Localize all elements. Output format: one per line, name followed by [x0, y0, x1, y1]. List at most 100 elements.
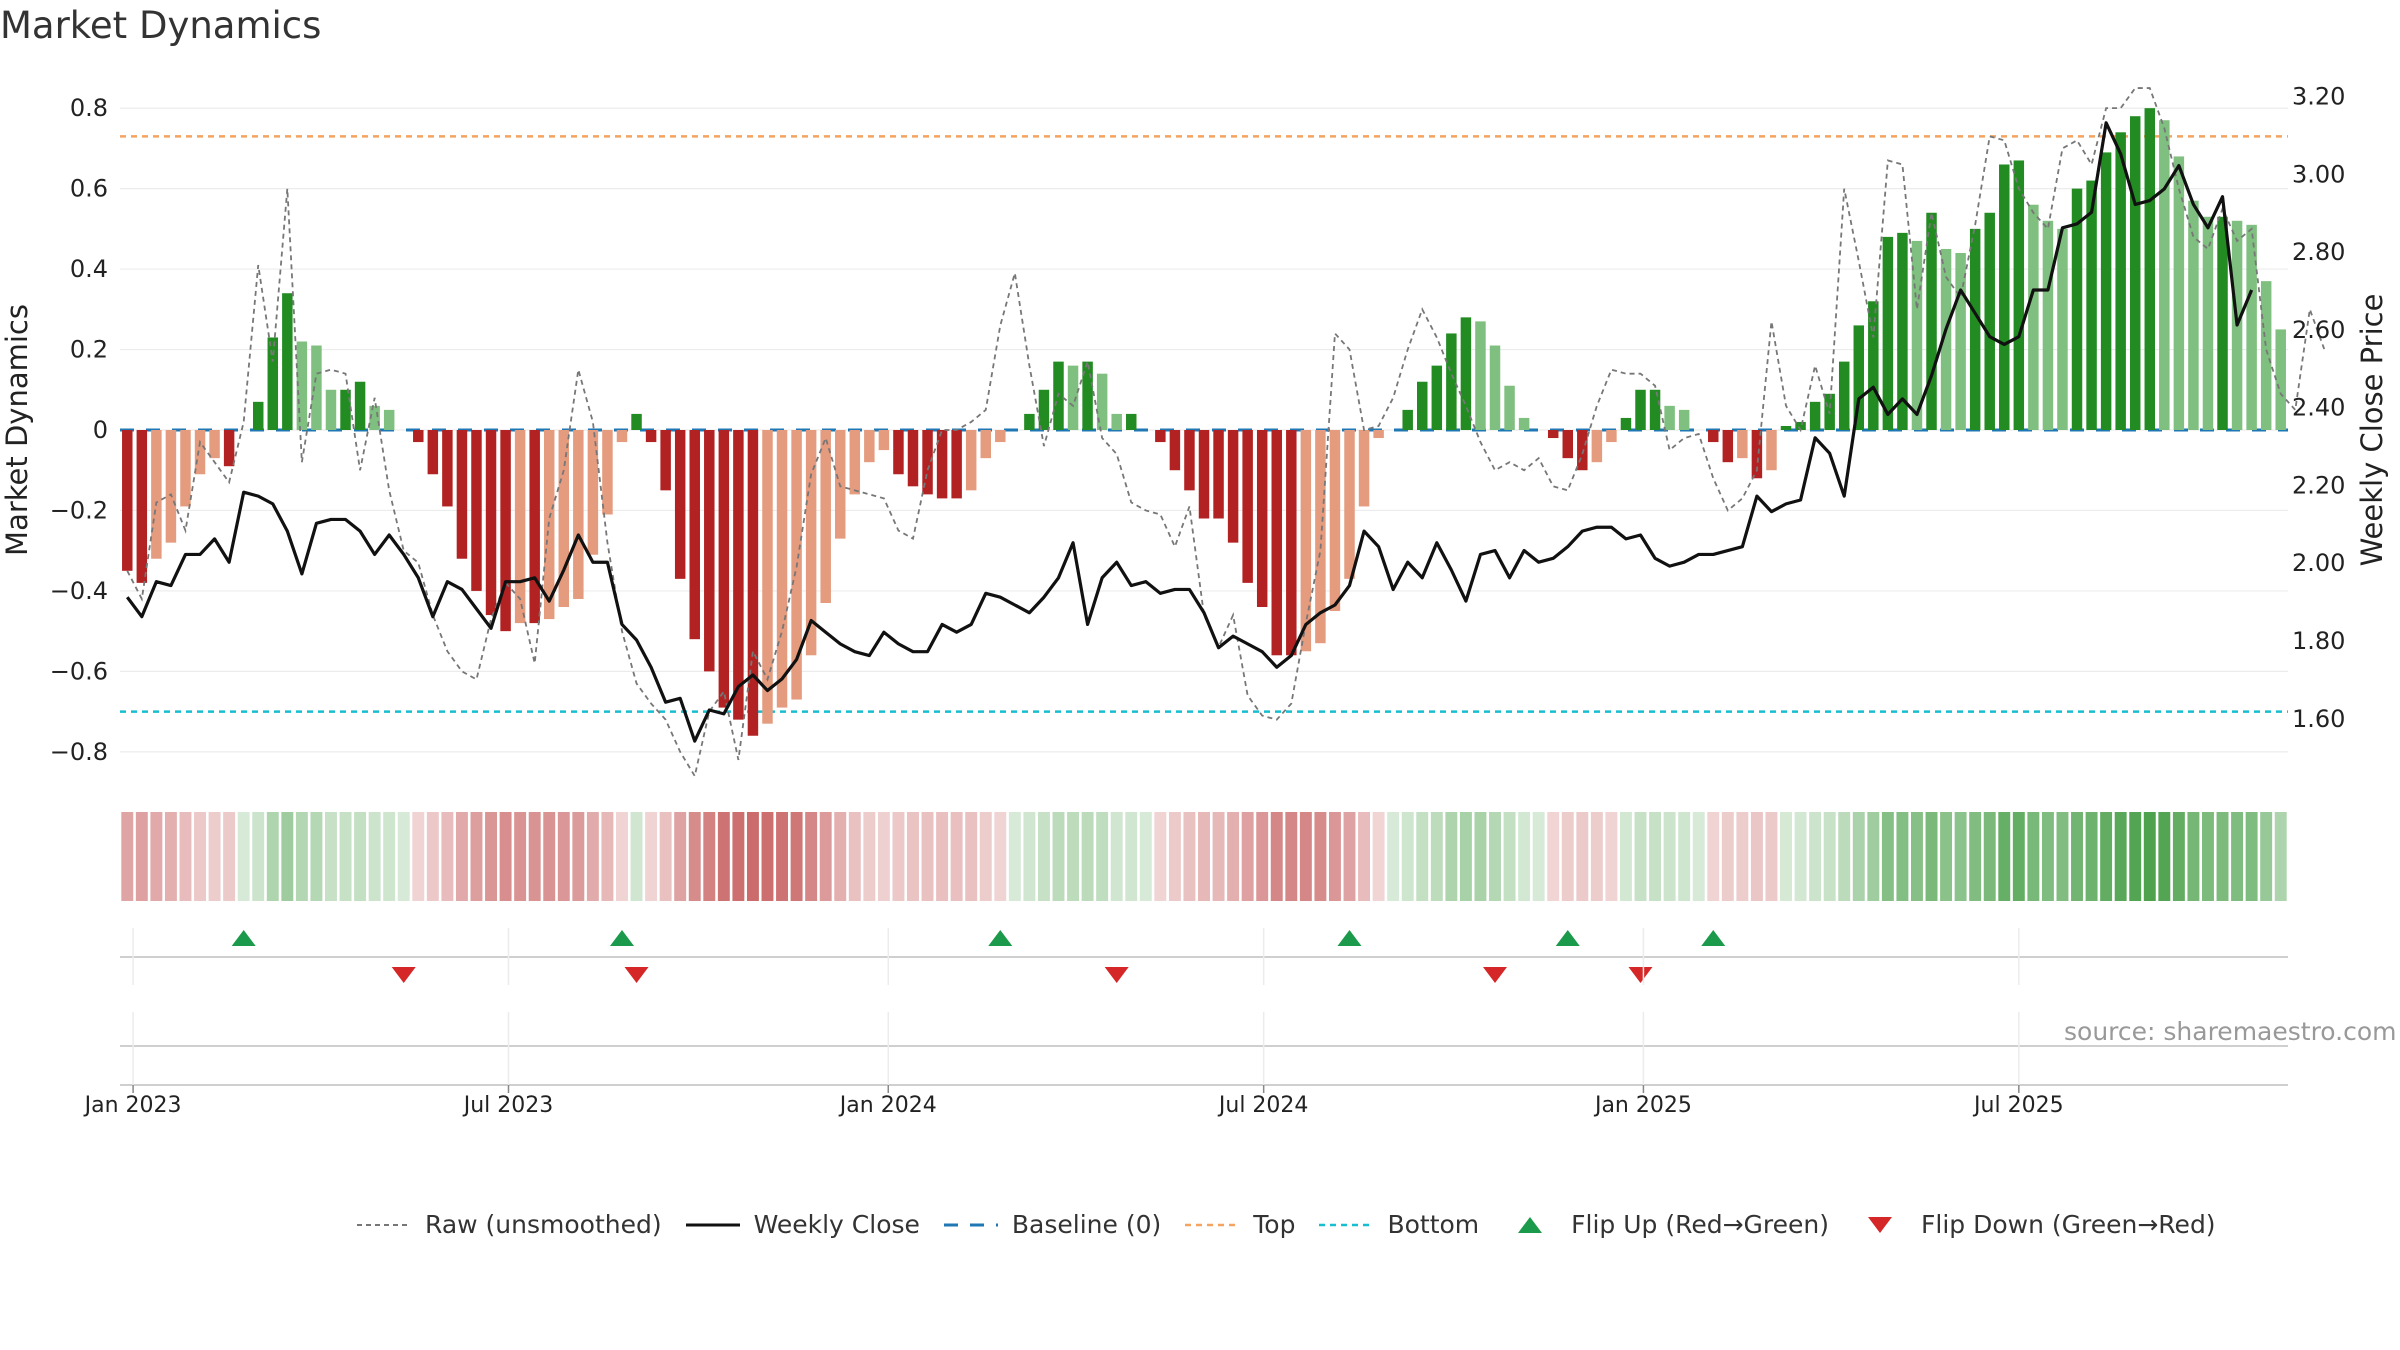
state-cell	[1649, 812, 1662, 901]
bar	[965, 430, 977, 491]
state-cell	[1707, 812, 1720, 901]
state-cell	[921, 812, 934, 901]
bar	[2115, 132, 2126, 431]
bar	[267, 337, 279, 430]
bar	[296, 341, 308, 430]
state-cell	[1212, 812, 1225, 901]
bar	[689, 430, 700, 640]
bar	[1518, 417, 1530, 430]
y-right-tick-label: 2.80	[2292, 238, 2345, 266]
bar	[427, 430, 439, 475]
state-cell	[1983, 812, 1996, 901]
state-cell	[1037, 812, 1050, 901]
state-cell	[1750, 812, 1763, 901]
y-tick-label: 0.8	[70, 94, 108, 122]
state-cell	[1590, 812, 1603, 901]
bar	[1067, 365, 1079, 430]
state-cell	[164, 812, 177, 901]
state-cell	[368, 812, 381, 901]
state-cell	[950, 812, 963, 901]
state-cell	[1241, 812, 1254, 901]
bar	[369, 405, 380, 430]
state-cell	[936, 812, 949, 901]
state-cell	[1518, 812, 1531, 901]
bar	[1227, 430, 1239, 543]
state-cell	[208, 812, 221, 901]
state-cell	[2274, 812, 2287, 901]
x-tick-label: Jul 2024	[1217, 1093, 1309, 1118]
y-right-tick-label: 2.60	[2292, 316, 2345, 344]
legend-item-close: Weekly Close	[684, 1210, 920, 1239]
bar	[1911, 240, 1923, 430]
flip-up-marker	[609, 930, 634, 946]
bar	[340, 389, 351, 430]
bar	[209, 430, 220, 459]
y-tick-label: −0.4	[50, 577, 108, 605]
state-cell	[1547, 812, 1560, 901]
bar	[136, 430, 148, 583]
state-cell	[383, 812, 396, 901]
bar	[1111, 413, 1122, 430]
state-cell	[1896, 812, 1909, 901]
bar	[442, 430, 453, 507]
bar	[354, 381, 366, 430]
state-cell	[543, 812, 556, 901]
bar	[1271, 430, 1282, 656]
state-cell	[325, 812, 337, 901]
bar	[878, 430, 890, 451]
bar	[1649, 389, 1661, 430]
bar	[325, 389, 337, 430]
state-cell	[703, 812, 716, 901]
bar	[151, 430, 162, 559]
flip-down-marker	[1104, 967, 1129, 983]
state-cell	[1998, 812, 2011, 901]
state-cell	[1358, 812, 1371, 901]
bar	[674, 430, 686, 579]
bar	[122, 430, 133, 571]
bottom-legend-icon	[1319, 1223, 1374, 1226]
state-cell	[295, 812, 308, 901]
y-tick-label: 0.4	[70, 255, 108, 283]
state-cell	[485, 812, 497, 901]
down-legend-icon	[1868, 1216, 1893, 1233]
bar	[1868, 301, 1879, 430]
bar	[893, 430, 904, 475]
bar	[1286, 430, 1297, 656]
bar	[645, 430, 657, 443]
bar	[1926, 212, 1937, 430]
state-cell	[1678, 812, 1691, 901]
bar	[1737, 430, 1748, 459]
state-cell	[630, 812, 643, 901]
state-cell	[892, 812, 905, 901]
bar	[2129, 116, 2141, 430]
bar	[1562, 430, 1573, 459]
bar	[1402, 409, 1413, 430]
bar	[1315, 430, 1326, 644]
state-cell	[1852, 812, 1865, 901]
state-cell	[2187, 812, 2200, 901]
state-cell	[1154, 812, 1167, 901]
state-cell	[2129, 812, 2142, 901]
state-cell	[441, 812, 454, 901]
bar	[1446, 333, 1457, 430]
state-cell	[310, 812, 323, 901]
y-tick-label: −0.2	[50, 496, 108, 524]
state-cell	[1940, 812, 1953, 901]
state-cell	[1052, 812, 1065, 901]
bar	[1722, 430, 1734, 463]
y-right-tick-label: 2.20	[2292, 471, 2345, 499]
state-cell	[572, 812, 585, 901]
state-cell	[1008, 812, 1021, 901]
bar	[573, 430, 584, 599]
bar	[180, 430, 191, 507]
raw-legend-icon	[357, 1223, 411, 1226]
state-cell	[659, 812, 672, 901]
state-cell	[150, 812, 163, 901]
bar	[2173, 156, 2185, 431]
bar	[2217, 216, 2228, 430]
page-title: Market Dynamics	[0, 4, 322, 47]
y-axis-label-right: Weekly Close Price	[2355, 294, 2389, 567]
bar	[1038, 389, 1050, 430]
state-cell	[1401, 812, 1414, 901]
state-cell	[2012, 812, 2025, 901]
